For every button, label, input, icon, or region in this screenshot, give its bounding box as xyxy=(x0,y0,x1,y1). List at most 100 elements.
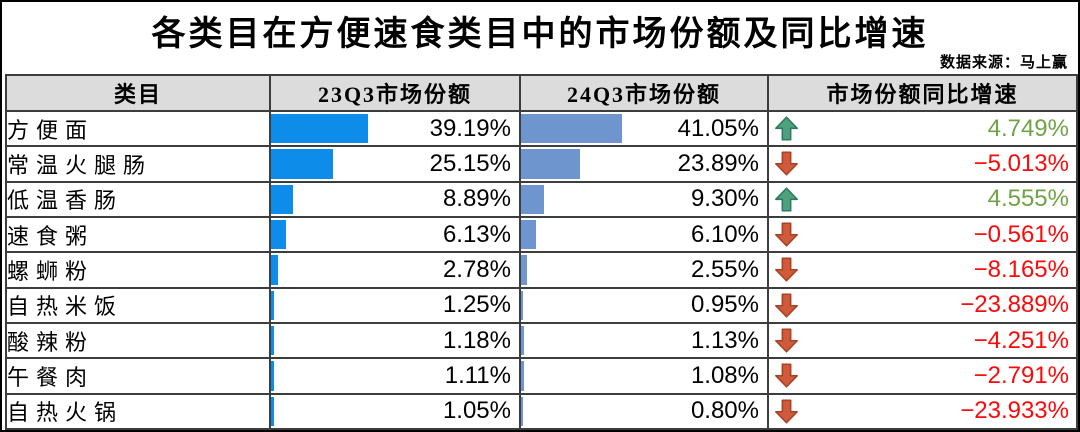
growth-cell: −23.889% xyxy=(767,286,1078,324)
share-value: 1.11% xyxy=(444,361,511,389)
growth-cell: 4.749% xyxy=(767,109,1078,148)
share-23q3-databar xyxy=(272,290,275,320)
growth-cell-content: 4.555% xyxy=(770,185,1075,213)
share-24q3-databar xyxy=(522,219,536,250)
share-23q3-cell: 39.19% xyxy=(269,109,521,148)
share-value: 2.78% xyxy=(442,255,511,283)
growth-cell-content: −5.013% xyxy=(770,149,1075,178)
growth-value: −4.251% xyxy=(973,326,1069,354)
share-24q3-cell: 0.95% xyxy=(519,286,769,324)
growth-value: −23.889% xyxy=(960,291,1069,319)
table-row: 螺蛳粉 2.78% 2.55% −8.165% xyxy=(5,251,1078,289)
up-arrow-icon xyxy=(775,187,798,212)
down-arrow-icon xyxy=(775,222,798,247)
table-header-row: 类目 23Q3市场份额 24Q3市场份额 市场份额同比增速 xyxy=(5,74,1078,112)
growth-cell-content: −0.561% xyxy=(770,220,1075,249)
table-row: 常温火腿肠 25.15% 23.89% −5.013% xyxy=(5,145,1078,183)
growth-cell: 4.555% xyxy=(767,180,1078,218)
share-23q3-databar xyxy=(272,114,369,144)
share-24q3-databar xyxy=(522,184,544,214)
growth-value: −8.165% xyxy=(973,255,1069,283)
share-value: 2.55% xyxy=(690,255,759,283)
share-23q3-cell: 1.05% xyxy=(269,392,521,431)
growth-cell: −5.013% xyxy=(767,145,1078,183)
down-arrow-icon xyxy=(775,328,798,353)
down-arrow-icon xyxy=(775,257,798,283)
share-value: 8.89% xyxy=(442,185,511,213)
table-row: 午餐肉 1.11% 1.08% −2.791% xyxy=(5,357,1078,395)
category-cell: 自热米饭 xyxy=(5,286,271,324)
column-header-yoy-growth: 市场份额同比增速 xyxy=(767,74,1078,112)
share-23q3-cell: 2.78% xyxy=(269,251,521,289)
share-value: 6.10% xyxy=(690,220,759,248)
column-header-23q3-share: 23Q3市场份额 xyxy=(269,74,521,112)
trend-down-icon xyxy=(773,150,800,177)
share-value: 39.19% xyxy=(429,114,511,142)
category-cell: 酸辣粉 xyxy=(5,321,271,360)
category-cell: 午餐肉 xyxy=(5,357,271,395)
share-value: 9.30% xyxy=(690,185,759,213)
growth-value: 4.749% xyxy=(987,114,1069,142)
growth-value: −23.933% xyxy=(960,397,1069,425)
trend-down-icon xyxy=(773,362,800,389)
share-value: 41.05% xyxy=(677,114,759,142)
growth-value: −2.791% xyxy=(973,361,1069,389)
growth-cell: −4.251% xyxy=(767,321,1078,360)
table-row: 自热火锅 1.05% 0.80% −23.933% xyxy=(5,392,1078,431)
share-value: 1.05% xyxy=(442,397,511,425)
down-arrow-icon xyxy=(775,399,798,424)
share-24q3-databar xyxy=(522,325,524,356)
share-23q3-databar xyxy=(272,361,274,391)
share-24q3-databar xyxy=(522,361,524,391)
down-arrow-icon xyxy=(775,363,798,388)
share-24q3-databar xyxy=(522,114,622,144)
category-cell: 自热火锅 xyxy=(5,392,271,431)
growth-cell-content: −4.251% xyxy=(770,326,1075,355)
share-24q3-databar xyxy=(522,290,524,320)
share-23q3-cell: 8.89% xyxy=(269,180,521,218)
table-row: 自热米饭 1.25% 0.95% −23.889% xyxy=(5,286,1078,324)
share-24q3-databar xyxy=(522,149,580,179)
share-24q3-databar xyxy=(522,255,528,285)
share-23q3-cell: 1.11% xyxy=(269,357,521,395)
share-24q3-cell: 9.30% xyxy=(519,180,769,218)
table-row: 速食粥 6.13% 6.10% −0.561% xyxy=(5,215,1078,254)
share-23q3-databar xyxy=(272,325,274,356)
growth-cell: −23.933% xyxy=(767,392,1078,431)
share-24q3-databar xyxy=(522,396,523,426)
share-value: 1.13% xyxy=(690,326,759,354)
category-cell: 低温香肠 xyxy=(5,180,271,218)
share-24q3-cell: 23.89% xyxy=(519,145,769,183)
share-24q3-cell: 1.08% xyxy=(519,357,769,395)
share-23q3-databar xyxy=(272,396,274,426)
trend-down-icon xyxy=(773,256,800,283)
category-cell: 速食粥 xyxy=(5,215,271,254)
share-24q3-cell: 0.80% xyxy=(519,392,769,431)
share-value: 25.15% xyxy=(429,149,511,177)
share-23q3-cell: 1.18% xyxy=(269,321,521,360)
growth-cell-content: −8.165% xyxy=(770,255,1075,284)
growth-cell: −2.791% xyxy=(767,357,1078,395)
trend-down-icon xyxy=(773,221,800,248)
share-23q3-cell: 1.25% xyxy=(269,286,521,324)
share-value: 1.08% xyxy=(690,361,759,389)
share-23q3-cell: 25.15% xyxy=(269,145,521,183)
trend-down-icon xyxy=(773,292,800,319)
column-header-24q3-share: 24Q3市场份额 xyxy=(519,74,769,112)
share-24q3-cell: 2.55% xyxy=(519,251,769,289)
growth-value: −0.561% xyxy=(973,220,1069,248)
column-header-category: 类目 xyxy=(5,74,271,112)
table-row: 低温香肠 8.89% 9.30% 4.555% xyxy=(5,180,1078,218)
table-row: 酸辣粉 1.18% 1.13% −4.251% xyxy=(5,321,1078,360)
share-23q3-databar xyxy=(272,149,334,179)
growth-cell-content: 4.749% xyxy=(770,114,1075,143)
page-title: 各类目在方便速食类目中的市场份额及同比增速 xyxy=(151,16,929,53)
trend-up-icon xyxy=(773,115,800,142)
data-source-note: 数据来源：马上赢 xyxy=(939,55,1068,71)
growth-cell-content: −23.933% xyxy=(770,397,1075,425)
growth-value: −5.013% xyxy=(973,149,1069,177)
down-arrow-icon xyxy=(775,293,798,318)
up-arrow-icon xyxy=(775,116,798,141)
share-24q3-cell: 6.10% xyxy=(519,215,769,254)
share-23q3-databar xyxy=(272,184,294,214)
